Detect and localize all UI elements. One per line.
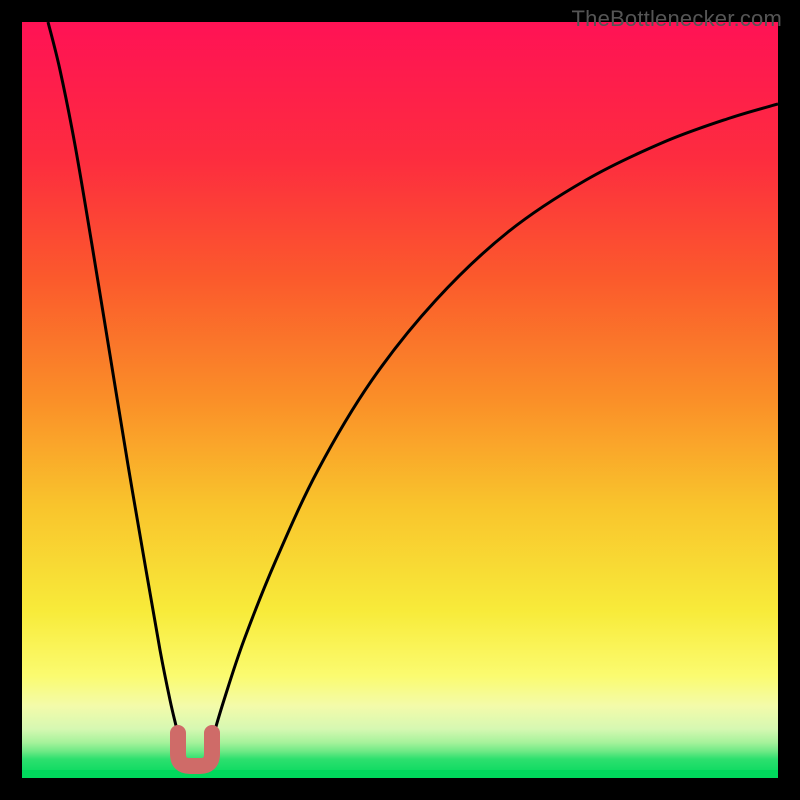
watermark-text: TheBottlenecker.com (572, 6, 782, 32)
chart-green-baseline (22, 770, 778, 778)
chart-plot-area (22, 22, 778, 778)
chart-svg (0, 0, 800, 800)
chart-stage: TheBottlenecker.com (0, 0, 800, 800)
